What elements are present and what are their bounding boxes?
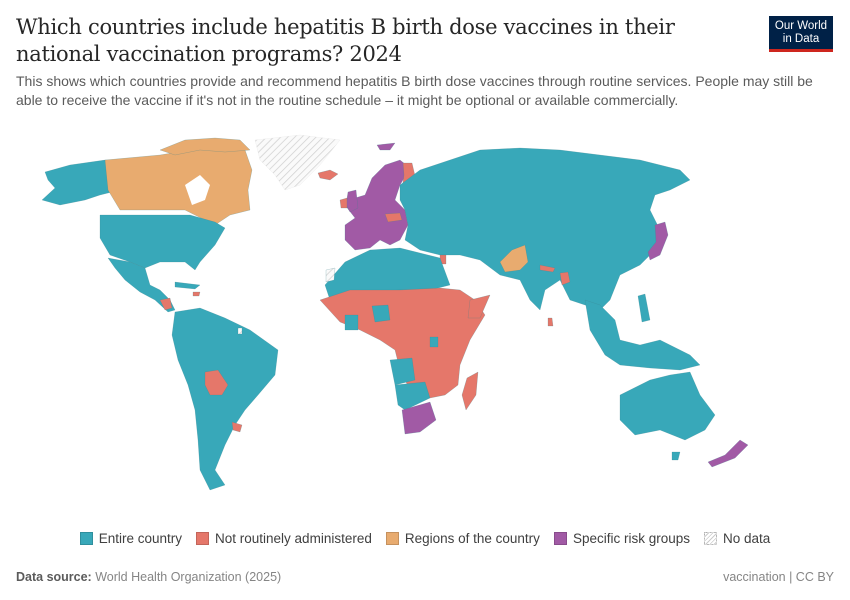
legend-swatch-teal — [79, 532, 93, 545]
country-haiti[interactable] — [192, 291, 201, 297]
subsaharan-africa[interactable] — [319, 287, 486, 399]
country-bolivia[interactable] — [204, 369, 229, 396]
owid-logo[interactable]: Our World in Data — [769, 16, 833, 52]
legend-swatch-coral — [196, 532, 210, 545]
legend-entire-country[interactable]: Entire country — [79, 531, 183, 546]
country-alaska[interactable] — [41, 159, 126, 206]
source-value[interactable]: World Health Organization (2025) — [95, 570, 282, 584]
country-angola[interactable] — [389, 357, 416, 386]
logo-line-2: in Data — [782, 32, 820, 45]
country-brazil-region[interactable] — [171, 307, 279, 491]
legend-no-data[interactable]: No data — [703, 531, 771, 546]
country-sri-lanka[interactable] — [547, 317, 554, 327]
country-united-states[interactable] — [99, 214, 226, 271]
country-new-zealand[interactable] — [707, 439, 749, 468]
world-map[interactable] — [0, 125, 850, 525]
chart-title: Which countries include hepatitis B birt… — [16, 15, 675, 66]
country-ireland[interactable] — [339, 197, 348, 209]
data-source: Data source: World Health Organization (… — [16, 570, 281, 584]
legend-label: Specific risk groups — [572, 531, 690, 546]
country-japan[interactable] — [647, 221, 669, 261]
legend-label: No data — [722, 531, 771, 546]
country-hungary[interactable] — [384, 212, 403, 223]
svalbard[interactable] — [376, 142, 396, 151]
country-namibia-botswana[interactable] — [394, 381, 431, 411]
legend-label: Not routinely administered — [215, 531, 372, 546]
country-australia[interactable] — [619, 371, 716, 441]
country-philippines[interactable] — [637, 293, 651, 323]
legend-swatch-hatched — [703, 532, 717, 545]
country-cuba[interactable] — [174, 281, 201, 290]
country-russia-asia[interactable] — [399, 147, 691, 311]
legend-risk-groups[interactable]: Specific risk groups — [553, 531, 690, 546]
country-iceland[interactable] — [317, 169, 339, 181]
country-canada[interactable] — [104, 144, 253, 226]
country-uruguay[interactable] — [231, 421, 243, 433]
license-info[interactable]: vaccination | CC BY — [723, 570, 834, 584]
country-south-africa[interactable] — [401, 401, 437, 435]
country-nicaragua[interactable] — [159, 297, 173, 311]
country-greenland[interactable] — [254, 134, 341, 191]
legend-swatch-orange — [385, 532, 399, 545]
legend-label: Regions of the country — [404, 531, 540, 546]
country-pakistan[interactable] — [499, 244, 529, 273]
legend-regions[interactable]: Regions of the country — [385, 531, 540, 546]
country-uganda[interactable] — [429, 336, 439, 348]
chart-subtitle: This shows which countries provide and r… — [16, 73, 813, 108]
country-madagascar[interactable] — [461, 371, 479, 411]
country-western-sahara[interactable] — [325, 267, 336, 283]
canada-islands[interactable] — [159, 137, 251, 156]
hudson-bay — [185, 175, 210, 205]
country-nepal[interactable] — [539, 264, 556, 273]
country-nigeria[interactable] — [371, 304, 391, 323]
country-mexico[interactable] — [107, 257, 176, 313]
logo-line-1: Our World — [774, 19, 828, 32]
legend-label: Entire country — [98, 531, 183, 546]
country-bangladesh[interactable] — [559, 271, 571, 286]
legend-swatch-purple — [553, 532, 567, 545]
map-legend: Entire country Not routinely administere… — [0, 531, 850, 546]
country-french-guiana[interactable] — [237, 327, 243, 335]
southeast-asia[interactable] — [584, 299, 701, 371]
country-tasmania[interactable] — [671, 451, 681, 461]
source-label: Data source: — [16, 570, 92, 584]
horn-of-africa[interactable] — [467, 294, 491, 319]
country-ghana-region[interactable] — [344, 314, 359, 331]
legend-not-routinely[interactable]: Not routinely administered — [196, 531, 372, 546]
